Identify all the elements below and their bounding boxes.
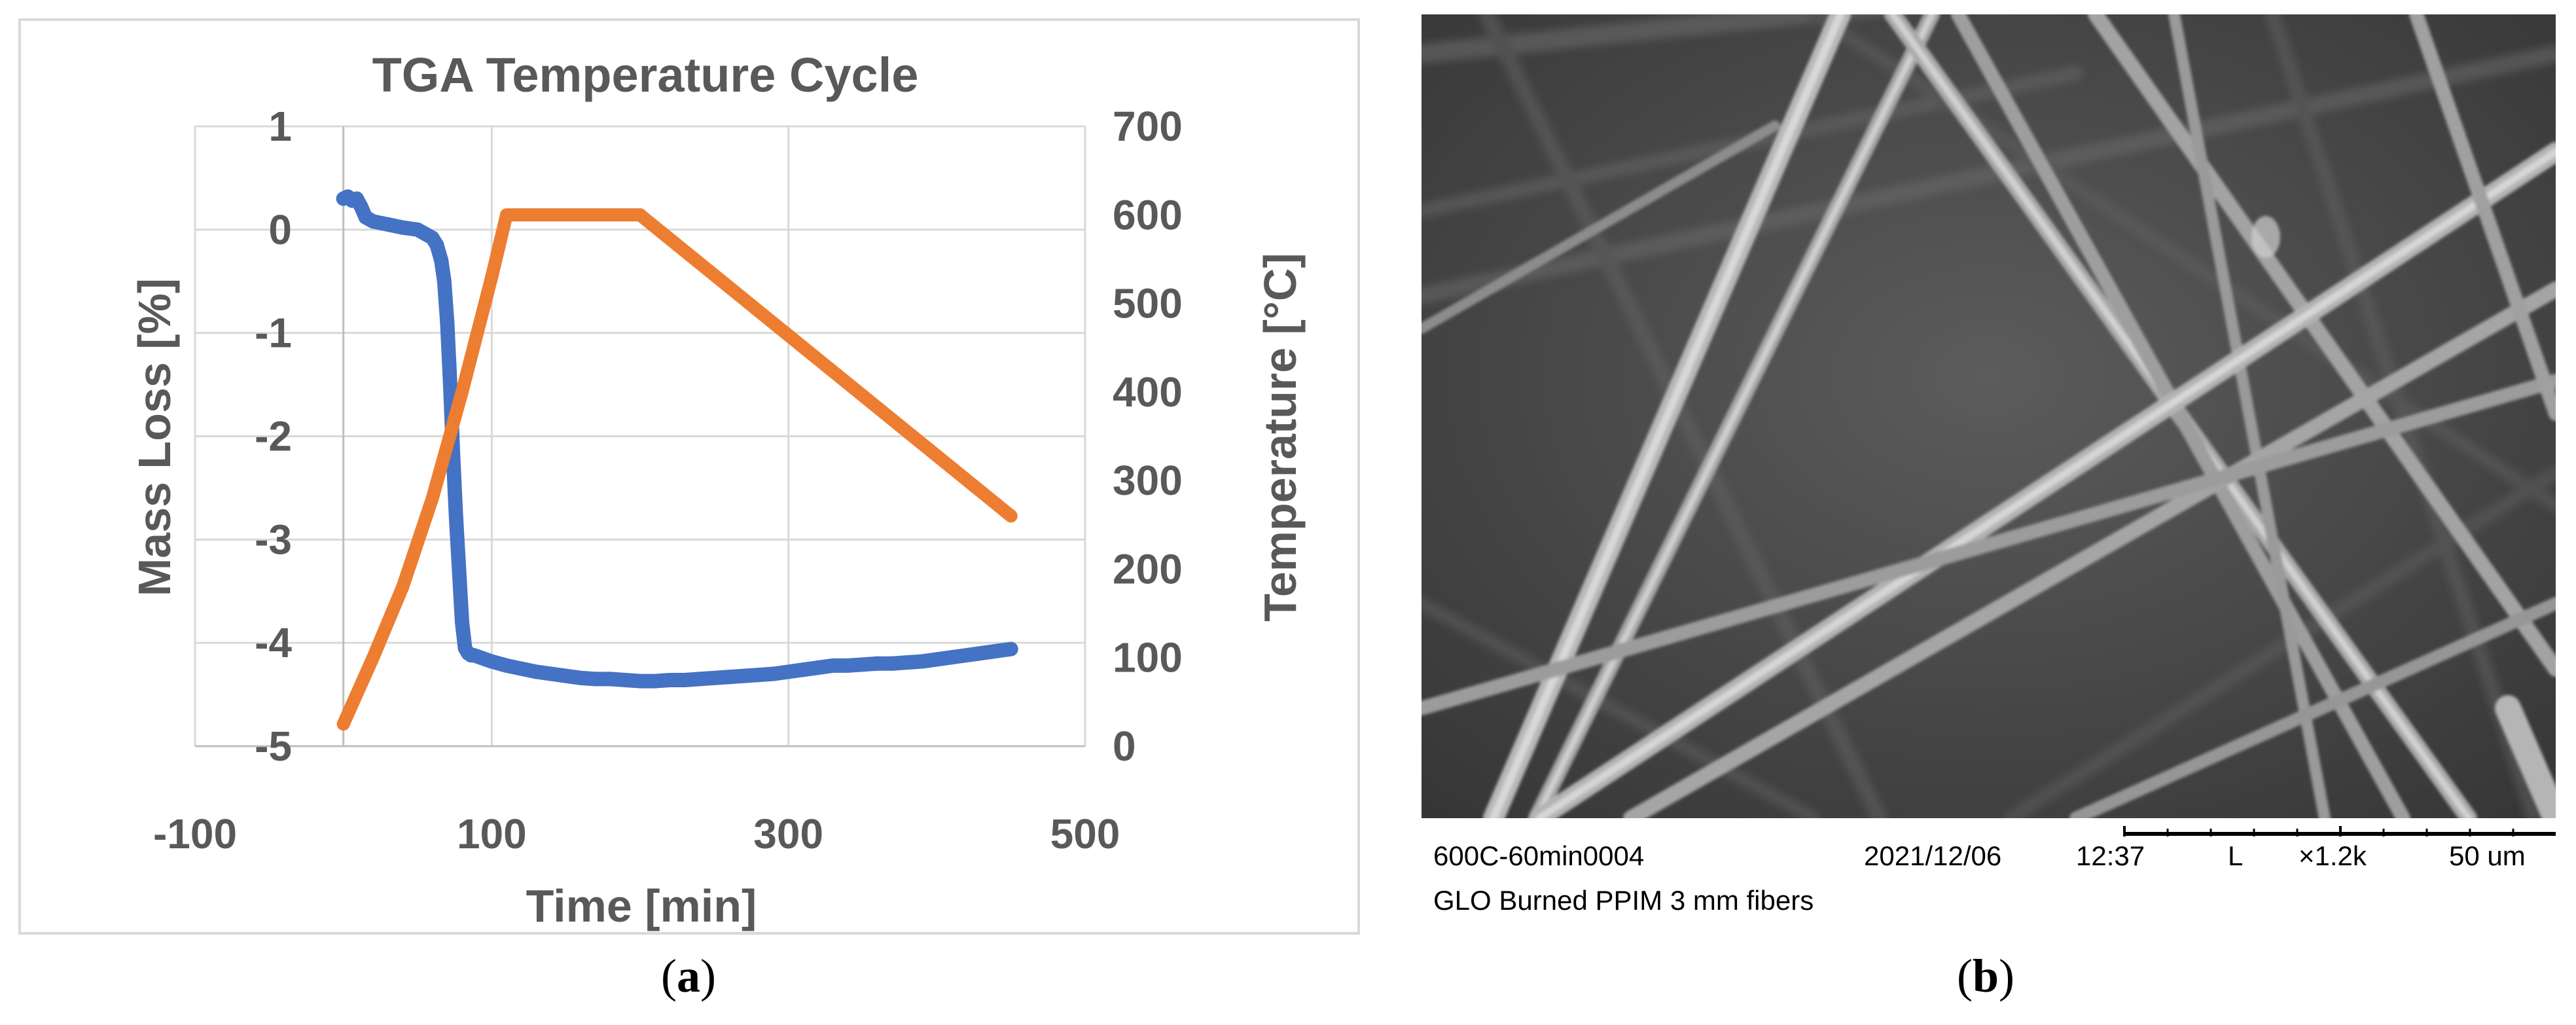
mass-loss-point-40 [692,672,707,687]
mass-loss-point-18 [448,511,463,526]
temperature-point-2 [396,580,410,594]
x-tick-label-0: -100 [153,810,237,857]
mass-loss-point-39 [677,672,692,687]
y-tick-label-2: -1 [255,310,292,357]
mass-loss-point-56 [929,652,944,667]
y2-tick-label-6: 100 [1113,634,1183,681]
sem-time: 12:37 [2076,840,2145,871]
mass-loss-point-50 [840,658,855,673]
y2-tick-label-4: 300 [1113,457,1183,504]
temperature-point-6 [500,208,513,222]
mass-loss-point-19 [452,563,467,578]
y2-tick-label-5: 200 [1113,545,1183,592]
mass-loss-point-57 [944,650,959,665]
temperature-point-0 [336,717,350,731]
y2-tick-label-3: 400 [1113,369,1183,416]
mass-loss-point-25 [473,650,488,665]
mass-loss-point-61 [1003,641,1018,656]
temperature-point-3 [425,492,439,505]
mass-loss-point-8 [395,220,410,235]
mass-loss-point-47 [796,662,811,677]
mass-loss-point-35 [618,672,633,687]
mass-loss-point-12 [429,238,444,253]
mass-loss-point-14 [437,274,452,289]
mass-loss-point-15 [440,315,455,330]
mass-loss-point-7 [380,217,395,232]
sem-sample-id: 600C-60min0004 [1433,840,1645,871]
y-tick-label-1: 0 [268,206,292,253]
mass-loss-point-30 [544,666,558,681]
mass-loss-point-44 [751,668,766,683]
mass-loss-point-38 [662,672,677,687]
mass-loss-point-48 [811,660,825,675]
mass-loss-point-32 [573,670,588,685]
y-tick-label-6: -5 [255,723,292,770]
mass-loss-point-54 [900,655,914,670]
mass-loss-point-58 [959,648,974,663]
x-tick-label-1: 100 [457,810,527,857]
sem-date: 2021/12/06 [1864,840,2002,871]
mass-loss-point-6 [366,214,380,229]
y2-tick-label-0: 700 [1113,103,1183,150]
mass-loss-point-16 [442,377,457,392]
mass-loss-point-33 [588,672,603,687]
mass-loss-point-13 [434,253,449,268]
caption-b: (b) [1957,950,2015,1002]
mass-loss-point-41 [707,670,722,685]
caption-a-letter: a [676,950,700,1002]
x-tick-label-2: 300 [753,810,823,857]
y-tick-label-3: -2 [255,413,292,460]
y-tick-label-5: -4 [255,619,292,666]
mass-loss-point-20 [455,615,469,630]
temperature-point-5 [485,270,499,283]
sem-mode: L [2228,840,2244,871]
y-tick-label-4: -3 [255,516,292,563]
x-axis-label: Time [min] [526,880,757,931]
mass-loss-point-46 [781,664,796,679]
tga-chart-panel: -100 100 300 500 1 0 -1 -2 -3 -4 -5 700 600 500 400 300… [18,18,1360,935]
tga-chart: -100 100 300 500 1 0 -1 -2 -3 -4 -5 700 600 500 400 300… [18,18,1360,935]
x-tick-label-3: 500 [1050,810,1120,857]
y2-tick-label-2: 500 [1113,280,1183,327]
mass-loss-point-52 [870,656,885,671]
caption-b-letter: b [1972,950,1999,1002]
mass-loss-point-45 [766,666,781,681]
sem-micrograph-panel: 600C-60min0004 2021/12/06 12:37 L ×1.2k … [1422,14,2556,944]
mass-loss-point-34 [603,672,618,687]
y2-axis-label: Temperature [°C] [1255,253,1306,621]
y2-tick-label-1: 600 [1113,191,1183,238]
caption-a: (a) [661,950,716,1002]
mass-loss-point-51 [855,657,870,672]
chart-border [18,18,1360,935]
temperature-point-4 [456,385,469,399]
mass-loss-point-55 [914,654,929,669]
sem-scale-label: 50 um [2449,840,2526,871]
mass-loss-point-60 [989,643,1003,658]
chart-title: TGA Temperature Cycle [372,48,919,102]
mass-loss-point-27 [499,658,514,673]
sem-micrograph-image [1422,14,2556,944]
mass-loss-point-59 [974,645,989,660]
mass-loss-point-36 [633,674,647,689]
mass-loss-point-43 [736,668,751,683]
mass-loss-point-28 [514,661,529,676]
mass-loss-point-49 [825,658,840,673]
temperature-point-8 [1004,509,1018,523]
sem-description: GLO Burned PPIM 3 mm fibers [1433,885,1814,916]
mass-loss-point-31 [558,668,573,683]
y-axis-label: Mass Loss [%] [129,278,180,596]
y-tick-label-0: 1 [268,103,292,150]
temperature-point-7 [634,208,647,222]
mass-loss-point-37 [647,674,662,689]
sem-scale-bar [2123,826,2556,836]
mass-loss-point-26 [484,654,499,669]
mass-loss-point-53 [885,656,900,671]
mass-loss-point-42 [722,670,736,685]
sem-magnification: ×1.2k [2299,840,2367,871]
temperature-point-1 [367,651,380,664]
y2-tick-label-7: 0 [1113,723,1136,770]
mass-loss-point-29 [529,664,544,679]
